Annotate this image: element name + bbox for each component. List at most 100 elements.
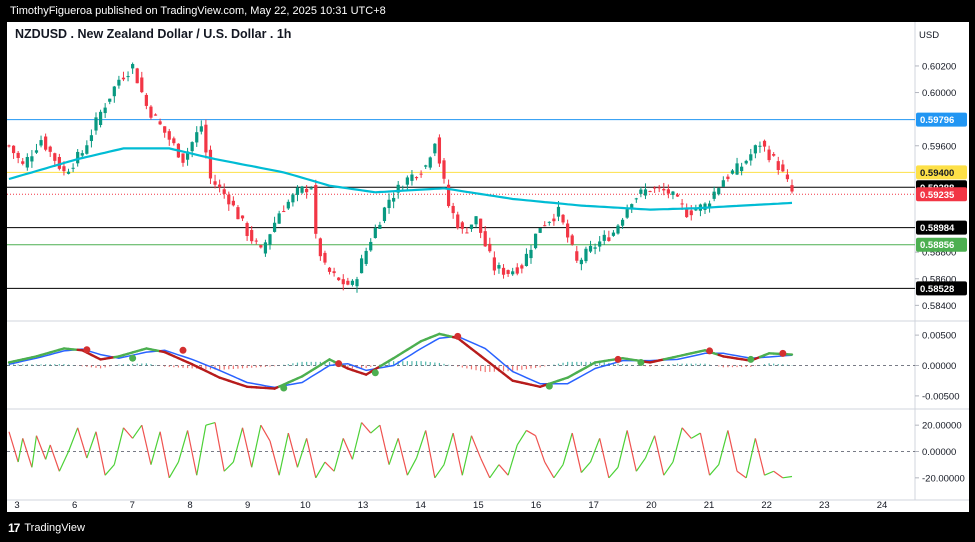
candle-body bbox=[598, 241, 602, 247]
momentum-line bbox=[159, 431, 170, 478]
candle-body bbox=[474, 216, 478, 225]
candle-body bbox=[694, 209, 698, 211]
momentum-line bbox=[232, 427, 244, 463]
candle-body bbox=[547, 221, 551, 223]
candle-body bbox=[685, 208, 689, 218]
candle-body bbox=[707, 203, 712, 207]
candle-body bbox=[259, 245, 263, 248]
momentum-line bbox=[67, 427, 79, 452]
chart-frame[interactable]: 0.60200 0.60000 0.59600 0.58800 0.58600 0.584… bbox=[7, 22, 969, 512]
candle-body bbox=[16, 152, 20, 158]
candle-body bbox=[479, 218, 483, 233]
momentum-line bbox=[635, 457, 646, 472]
momentum-line bbox=[681, 427, 692, 439]
momentum-line bbox=[379, 425, 390, 465]
momentum-line bbox=[324, 461, 335, 472]
momentum-line bbox=[553, 464, 564, 479]
momentum-line bbox=[86, 431, 97, 459]
momentum-line bbox=[443, 432, 454, 465]
momentum-line bbox=[278, 432, 289, 476]
candle-body bbox=[511, 271, 515, 275]
candle-body bbox=[103, 107, 107, 114]
momentum-line bbox=[22, 438, 33, 468]
candle-body bbox=[144, 94, 148, 106]
candle-body bbox=[291, 194, 295, 203]
signal-dot bbox=[779, 349, 787, 357]
currency-label: USD bbox=[919, 30, 939, 41]
oscillator-pane bbox=[7, 332, 915, 392]
price-level-label: 0.59235 bbox=[920, 190, 955, 201]
candle-body bbox=[350, 280, 355, 285]
price-tick-label: 0.58400 bbox=[922, 301, 956, 312]
price-level-label: 0.58984 bbox=[920, 223, 955, 234]
candle-body bbox=[657, 187, 661, 189]
momentum-line bbox=[406, 457, 418, 476]
candle-body bbox=[662, 188, 666, 191]
candle-body bbox=[337, 277, 341, 281]
candle-body bbox=[126, 76, 130, 78]
candle-body bbox=[309, 188, 313, 190]
candle-body bbox=[318, 238, 322, 257]
price-axis[interactable]: 0.60200 0.60000 0.59600 0.58800 0.58600 0.584… bbox=[915, 61, 967, 484]
momentum-line bbox=[516, 430, 527, 446]
candle-body bbox=[34, 150, 39, 153]
candle-body bbox=[222, 189, 226, 194]
candle-body bbox=[593, 247, 597, 249]
momentum-line bbox=[535, 435, 546, 463]
candle-body bbox=[263, 242, 268, 254]
momentum-line bbox=[617, 430, 628, 468]
momentum-line bbox=[470, 435, 482, 459]
candle-body bbox=[675, 194, 680, 197]
candle-body bbox=[588, 245, 593, 252]
momentum-line bbox=[361, 422, 372, 434]
candle-body bbox=[314, 185, 318, 234]
chart-svg[interactable]: 0.60200 0.60000 0.59600 0.58800 0.58600 0.584… bbox=[7, 22, 969, 512]
moving-average-line bbox=[8, 147, 793, 211]
candle-body bbox=[506, 270, 510, 274]
momentum-line bbox=[315, 461, 326, 479]
momentum-line bbox=[260, 424, 271, 442]
candle-body bbox=[424, 165, 428, 167]
candle-body bbox=[428, 157, 432, 168]
candle-body bbox=[566, 223, 570, 238]
candle-body bbox=[108, 98, 112, 102]
oscillator-tick-label: -0.00500 bbox=[922, 391, 960, 402]
momentum-line bbox=[452, 432, 463, 476]
momentum-line bbox=[599, 438, 610, 478]
signal-dot bbox=[179, 346, 187, 354]
time-axis[interactable]: 3 6 7 8 9 10 13 14 15 16 17 20 21 22 23 24 bbox=[14, 500, 887, 511]
momentum-line bbox=[251, 425, 262, 468]
candle-body bbox=[57, 157, 61, 169]
candle-body bbox=[295, 187, 300, 195]
candle-body bbox=[533, 233, 538, 249]
candle-body bbox=[199, 126, 203, 132]
candle-body bbox=[680, 203, 684, 205]
momentum-line bbox=[8, 431, 19, 463]
candle-body bbox=[135, 68, 139, 84]
momentum-line bbox=[214, 422, 225, 472]
momentum-tick-label: 20.00000 bbox=[922, 421, 962, 432]
chart-title: NZDUSD . New Zealand Dollar / U.S. Dolla… bbox=[15, 27, 291, 41]
candle-body bbox=[437, 137, 442, 164]
candle-body bbox=[767, 149, 771, 161]
momentum-line bbox=[333, 438, 344, 472]
time-tick-label: 20 bbox=[646, 500, 657, 511]
candle-body bbox=[730, 170, 735, 174]
candle-body bbox=[112, 86, 116, 97]
candle-body bbox=[272, 222, 277, 232]
candle-body bbox=[94, 117, 98, 131]
momentum-line bbox=[388, 438, 399, 465]
momentum-line bbox=[186, 430, 198, 476]
candle-body bbox=[501, 267, 506, 275]
tradingview-brand[interactable]: 17 TradingView bbox=[8, 521, 85, 535]
candle-body bbox=[456, 214, 460, 229]
price-tick-label: 0.59600 bbox=[922, 141, 956, 152]
candle-body bbox=[740, 166, 744, 172]
candle-body bbox=[121, 77, 126, 80]
candle-body bbox=[323, 252, 327, 263]
price-tick-label: 0.58800 bbox=[922, 248, 956, 259]
price-level-label: 0.58528 bbox=[920, 284, 954, 295]
candle-body bbox=[218, 184, 222, 188]
candle-body bbox=[277, 213, 281, 224]
momentum-line bbox=[95, 431, 106, 476]
